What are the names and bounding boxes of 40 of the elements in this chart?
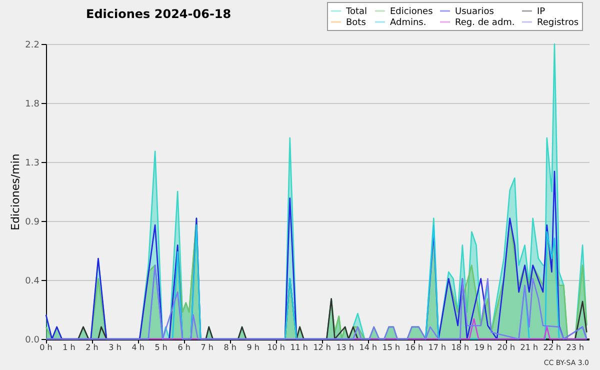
- y-tick-label: 0.4: [25, 276, 40, 286]
- x-tick-label: 22 h: [543, 343, 562, 352]
- y-tick-label: 0.0: [25, 336, 40, 346]
- x-tick-label: 16 h: [405, 343, 424, 352]
- x-tick-label: 12 h: [313, 343, 331, 352]
- x-tick-label: 5 h: [154, 343, 168, 352]
- legend-label: IP: [537, 7, 546, 17]
- x-tick-label: 8 h: [224, 343, 236, 352]
- x-tick-label: 2 h: [86, 343, 98, 352]
- x-tick-label: 18 h: [451, 343, 470, 352]
- x-tick-label: 4 h: [132, 343, 144, 352]
- x-tick-label: 19 h: [474, 343, 492, 352]
- y-tick-label: 1.8: [25, 100, 40, 110]
- legend-label: Bots: [346, 18, 366, 28]
- x-tick-label: 10 h: [267, 343, 285, 352]
- x-tick-label: 20 h: [497, 343, 516, 352]
- x-tick-label: 3 h: [108, 343, 122, 352]
- chart-title: Ediciones 2024-06-18: [86, 7, 232, 21]
- y-axis-title: Ediciones/min: [9, 154, 22, 230]
- y-tick-label: 1.3: [25, 158, 40, 168]
- legend-label: Total: [345, 7, 368, 17]
- legend-label: Ediciones: [390, 7, 434, 17]
- x-tick-label: 0 h: [40, 343, 52, 352]
- x-tick-label: 6 h: [178, 343, 190, 352]
- legend-label: Reg. de adm.: [455, 18, 515, 28]
- x-tick-label: 23 h: [566, 343, 584, 352]
- x-tick-label: 7 h: [200, 343, 214, 352]
- legend-label: Admins.: [390, 18, 426, 28]
- x-tick-label: 11 h: [290, 343, 308, 352]
- x-tick-label: 14 h: [359, 343, 378, 352]
- x-tick-label: 17 h: [428, 343, 446, 352]
- legend-label: Registros: [537, 18, 579, 28]
- y-tick-label: 0.9: [25, 218, 40, 228]
- x-tick-label: 1 h: [62, 343, 76, 352]
- x-tick-label: 9 h: [246, 343, 260, 352]
- x-tick-label: 13 h: [336, 343, 354, 352]
- legend-label: Usuarios: [455, 7, 494, 17]
- x-tick-label: 15 h: [382, 343, 400, 352]
- y-tick-label: 2.2: [25, 40, 40, 50]
- x-tick-label: 21 h: [520, 343, 538, 352]
